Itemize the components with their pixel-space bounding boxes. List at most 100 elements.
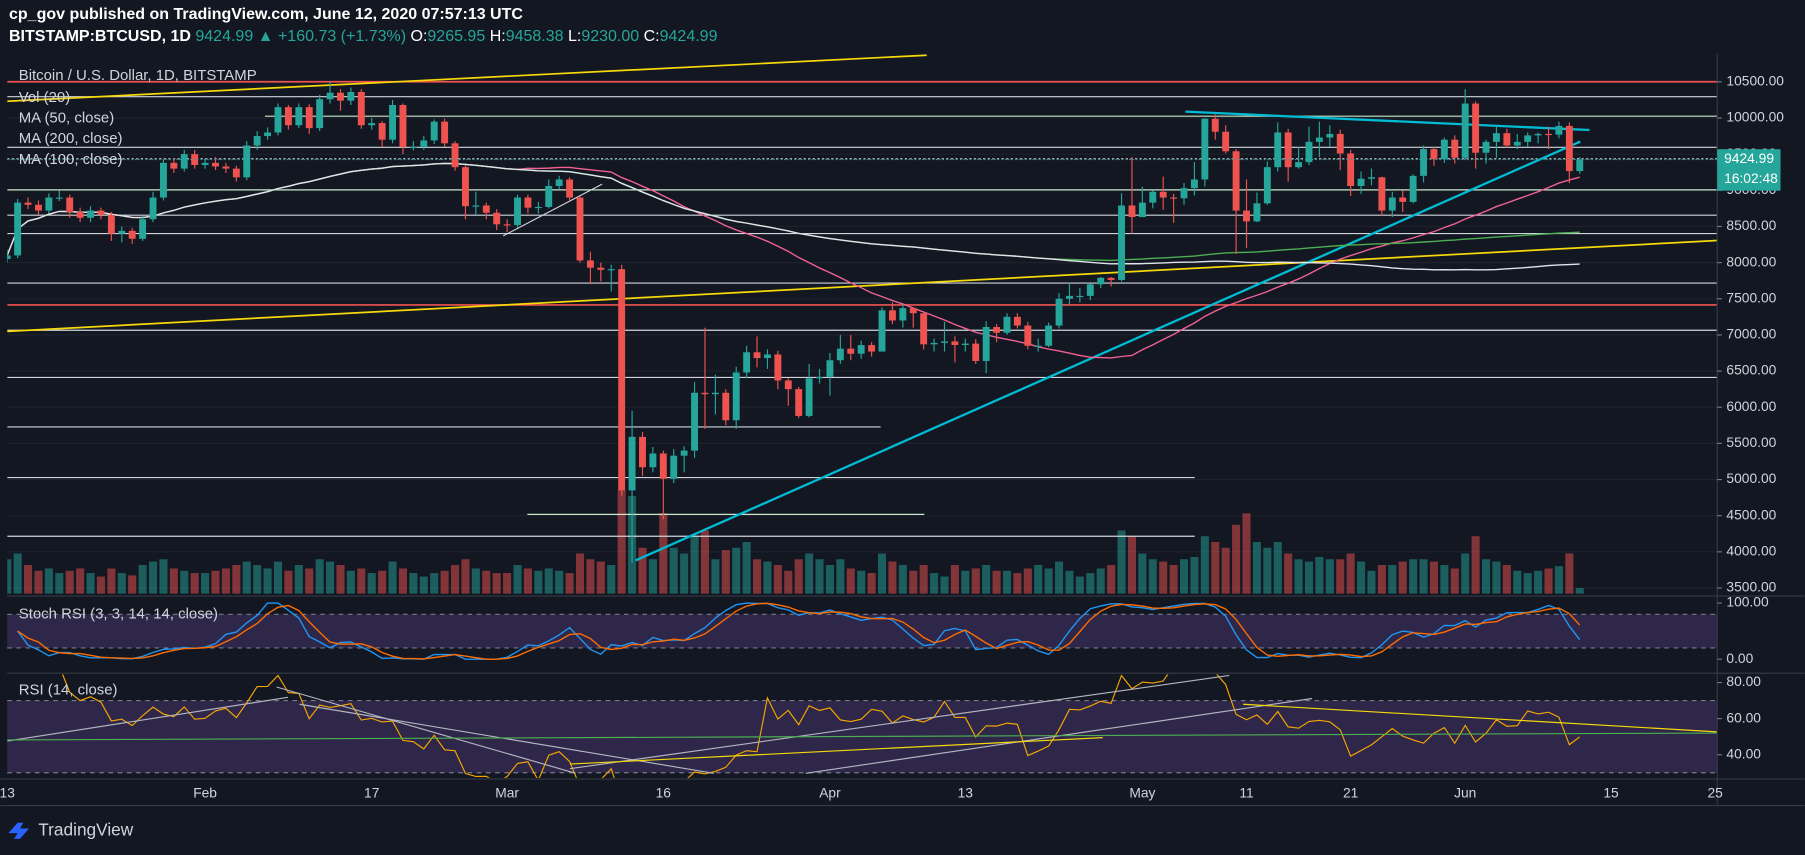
trend-line [569, 737, 1103, 765]
candle-body [1055, 298, 1063, 326]
candle-body [722, 392, 730, 421]
volume-bar [732, 547, 741, 594]
candle-body [430, 121, 438, 141]
volume-bar [596, 561, 605, 594]
x-tick-label: 15 [1603, 786, 1619, 801]
candle-body [1430, 149, 1438, 160]
candle-body [1211, 118, 1219, 132]
volume-bar [336, 565, 345, 594]
volume-bar [357, 568, 366, 594]
volume-bar [1377, 565, 1386, 594]
candle-body [784, 380, 792, 390]
volume-bar [898, 565, 907, 594]
volume-bar [1419, 559, 1428, 594]
volume-bar [1409, 559, 1418, 594]
volume-bar [711, 559, 720, 594]
volume-title: Vol (20) [19, 89, 71, 106]
candle-body [1232, 151, 1240, 211]
candle-body [1440, 139, 1448, 160]
volume-bar [1544, 568, 1553, 594]
volume-bar [1575, 588, 1584, 594]
volume-bar [815, 559, 824, 594]
candle-body [795, 389, 803, 416]
candle-body [1534, 133, 1542, 136]
volume-bar [409, 573, 418, 594]
candle-body [472, 205, 480, 207]
volume-bar [1096, 568, 1105, 594]
volume-bar [169, 568, 178, 594]
volume-bar [201, 573, 210, 594]
candle-body [1409, 175, 1417, 202]
volume-bar [24, 565, 33, 594]
candle-body [326, 92, 334, 100]
volume-bar [950, 565, 959, 594]
candle-body [764, 354, 771, 359]
volume-bar [117, 573, 126, 594]
candle-body [659, 453, 667, 479]
candle-body [14, 202, 22, 256]
indicator-bands [7, 613, 1718, 774]
volume-bar [34, 570, 43, 594]
volume-bar [1523, 573, 1532, 594]
candle-body [55, 197, 63, 199]
volume-bar [1294, 559, 1303, 594]
volume-bar [784, 570, 793, 594]
brand[interactable]: TradingView [8, 819, 134, 839]
volume-bar [1534, 570, 1543, 594]
volume-bar [1117, 530, 1126, 594]
volume-bar [1336, 559, 1345, 594]
candle-body [1159, 191, 1167, 198]
quote-line: BITSTAMP:BTCUSD, 1D 9424.99 ▲ +160.73 (+… [9, 26, 717, 48]
candle-body [274, 107, 282, 133]
moving-averages [7, 162, 1580, 359]
y-tick-label: 80.00 [1726, 674, 1761, 689]
volume-bar [44, 568, 53, 594]
volume-bar [211, 570, 220, 594]
volume-bar [669, 547, 678, 594]
candle-body [941, 341, 948, 343]
candle-body [378, 123, 386, 140]
volume-bar [742, 541, 751, 594]
candle-body [1451, 139, 1459, 158]
volume-bar [159, 559, 168, 594]
volume-bar [388, 561, 397, 594]
candle-body [868, 345, 876, 352]
y-tick-label: 100.00 [1726, 595, 1769, 610]
trend-line [7, 239, 1718, 333]
candle-body [1149, 191, 1157, 203]
candle-body [1368, 177, 1375, 179]
volume-bar [284, 570, 293, 594]
candle-body [1170, 197, 1178, 199]
volume-bar [690, 536, 699, 594]
candle-body [982, 326, 990, 361]
x-tick-label: Jun [1454, 786, 1476, 801]
x-tick-label: 13 [958, 786, 974, 801]
volume-bar [305, 568, 314, 594]
candle-body [555, 179, 563, 186]
low-label: L: [567, 28, 582, 45]
volume-bar [419, 576, 428, 594]
moving-average [7, 162, 1580, 271]
candle-body [1555, 125, 1563, 135]
volume-bar [1232, 524, 1241, 594]
y-tick-label: 10000.00 [1726, 110, 1784, 125]
candle-body [701, 392, 709, 395]
volume-bar [378, 570, 387, 594]
candle-body [1076, 295, 1084, 298]
candle-body [1024, 325, 1032, 346]
change: ▲ +160.73 (+1.73%) [257, 28, 407, 45]
volume-bar [1148, 559, 1157, 594]
header: cp_gov published on TradingView.com, Jun… [9, 4, 717, 48]
volume-bar [1346, 553, 1355, 594]
volume-bar [971, 568, 980, 594]
candles [7, 81, 1584, 563]
volume-bar [1075, 576, 1084, 594]
candle-body [670, 455, 678, 479]
candle-body [566, 179, 574, 198]
volume-bar [1398, 561, 1407, 594]
candle-body [1086, 284, 1094, 296]
volume-bar [1304, 561, 1314, 594]
trend-line [502, 183, 603, 237]
y-tick-label: 5000.00 [1726, 471, 1776, 486]
high: 9458.38 [505, 28, 564, 45]
